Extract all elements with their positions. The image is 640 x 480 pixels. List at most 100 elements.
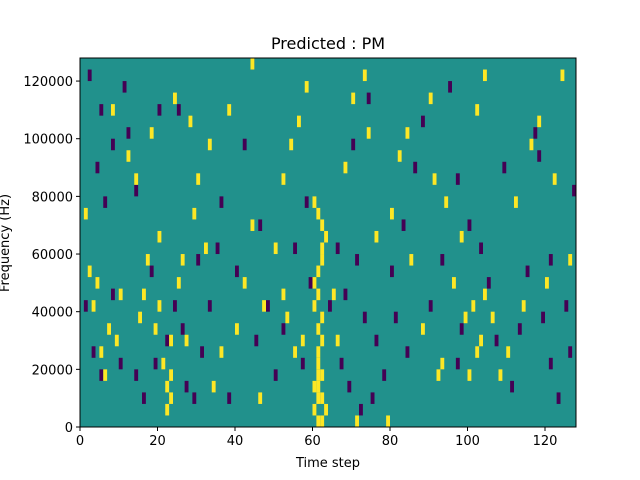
heatmap-cell-high — [428, 92, 433, 105]
heatmap-cell-low — [153, 357, 158, 370]
heatmap-cell-high — [91, 300, 96, 312]
heatmap-cell-high — [262, 300, 266, 312]
heatmap-cell-high — [366, 127, 371, 139]
heatmap-cell-high — [316, 323, 321, 335]
heatmap-cell-low — [556, 392, 561, 404]
heatmap-cell-low — [242, 138, 247, 151]
heatmap-cell-high — [452, 277, 456, 289]
heatmap-cell-high — [459, 230, 464, 243]
heatmap-cell-low — [173, 300, 177, 312]
heatmap-cell-high — [471, 300, 476, 312]
heatmap-cell-high — [436, 369, 441, 381]
heatmap-cell-high — [273, 242, 278, 255]
chart-title: Predicted : PM — [271, 34, 385, 53]
heatmap-cell-high — [440, 357, 445, 370]
heatmap-cell-high — [184, 334, 189, 347]
plot-area — [79, 57, 577, 428]
heatmap-cell-high — [475, 346, 480, 358]
heatmap-cell-low — [548, 254, 553, 266]
x-tick-label: 20 — [149, 434, 166, 449]
heatmap-cell-high — [300, 334, 305, 347]
heatmap-cell-low — [134, 369, 139, 381]
plot-frame — [79, 57, 577, 428]
heatmap-cell-low — [374, 334, 379, 347]
heatmap-cell-high — [545, 277, 549, 289]
heatmap-cell-low — [126, 127, 131, 139]
heatmap-cell-high — [312, 277, 317, 289]
heatmap-cell-high — [467, 369, 472, 381]
heatmap-cell-high — [219, 346, 224, 358]
heatmap-cell-low — [157, 104, 162, 116]
heatmap-cell-low — [192, 392, 197, 404]
heatmap-cell-high — [204, 242, 208, 255]
heatmap-cell-low — [99, 369, 104, 381]
heatmap-cell-high — [483, 288, 487, 301]
heatmap-cell-high — [145, 254, 150, 266]
y-tick-label: 0 — [65, 421, 73, 436]
heatmap-cell-high — [324, 403, 328, 416]
heatmap-cell-high — [99, 346, 104, 358]
heatmap-cell-low — [568, 346, 573, 358]
heatmap-cell-low — [254, 334, 259, 347]
heatmap-cell-high — [386, 415, 390, 427]
heatmap-cell-low — [428, 300, 433, 312]
heatmap-cell-high — [165, 380, 170, 393]
heatmap-cell-high — [227, 104, 232, 116]
heatmap-cell-high — [529, 138, 534, 151]
heatmap-cell-low — [215, 242, 220, 255]
heatmap-cell-high — [521, 300, 526, 312]
heatmap-cell-high — [289, 138, 294, 151]
heatmap-cell-high — [281, 173, 286, 185]
heatmap-cell-high — [320, 219, 325, 231]
heatmap-cell-high — [320, 415, 325, 427]
heatmap-cell-high — [297, 115, 301, 128]
heatmap-cell-high — [161, 357, 166, 370]
heatmap-cell-low — [343, 288, 348, 301]
heatmap-cell-low — [149, 265, 154, 278]
heatmap-cell-high — [192, 207, 197, 220]
heatmap-cell-high — [390, 207, 394, 220]
heatmap-cell-high — [312, 380, 317, 393]
heatmap-cell-high — [111, 104, 115, 116]
heatmap-cell-high — [312, 403, 317, 416]
heatmap-cell-low — [467, 219, 472, 231]
heatmap-cell-low — [273, 369, 278, 381]
x-axis-label: Time step — [295, 456, 360, 471]
heatmap-cell-high — [316, 288, 321, 301]
heatmap-cell-low — [91, 346, 96, 358]
y-tick-label: 20000 — [32, 363, 73, 378]
heatmap-cell-low — [266, 300, 270, 312]
heatmap-cell-high — [103, 369, 108, 381]
heatmap-cell-low — [525, 265, 530, 278]
heatmap-cell-low — [455, 173, 460, 185]
heatmap-cell-high — [149, 127, 154, 139]
heatmap-cell-low — [180, 323, 185, 335]
heatmap-cell-high — [316, 265, 321, 278]
heatmap-cell-low — [459, 323, 464, 335]
heatmap-cell-low — [207, 300, 212, 312]
heatmap-cell-low — [382, 369, 387, 381]
heatmap-cell-high — [95, 277, 100, 289]
heatmap-cell-high — [537, 115, 542, 128]
heatmap-cell-high — [343, 161, 348, 174]
heatmap-cell-low — [293, 242, 297, 255]
heatmap-cell-low — [176, 104, 181, 116]
heatmap-cell-high — [126, 150, 131, 162]
heatmap-cell-low — [479, 242, 483, 255]
heatmap-cell-high — [506, 346, 511, 358]
heatmap-cell-low — [413, 161, 418, 174]
heatmap-cell-low — [111, 138, 115, 151]
heatmap-cell-high — [83, 207, 88, 220]
heatmap-cell-low — [308, 277, 313, 289]
heatmap-cell-low — [95, 161, 100, 174]
heatmap-cell-high — [444, 196, 449, 208]
x-tick-label: 0 — [76, 434, 84, 449]
heatmap-cell-high — [169, 369, 173, 381]
heatmap-cell-low — [494, 334, 499, 347]
heatmap-cell-high — [552, 173, 557, 185]
heatmap-cell-low — [370, 392, 375, 404]
heatmap-cell-high — [242, 277, 247, 289]
heatmap-cell-high — [316, 207, 321, 220]
heatmap-cell-low — [517, 323, 522, 335]
